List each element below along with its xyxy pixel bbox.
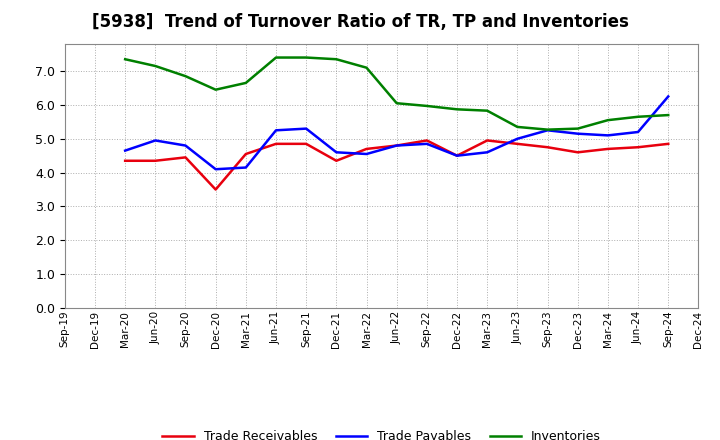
Trade Payables	[241, 165, 250, 170]
Inventories	[151, 63, 160, 69]
Trade Receivables	[212, 187, 220, 192]
Trade Receivables	[362, 146, 371, 151]
Trade Receivables	[181, 155, 190, 160]
Trade Receivables	[271, 141, 280, 147]
Inventories	[543, 127, 552, 132]
Trade Receivables	[121, 158, 130, 163]
Trade Payables	[151, 138, 160, 143]
Inventories	[513, 124, 522, 129]
Trade Receivables	[543, 145, 552, 150]
Inventories	[181, 73, 190, 79]
Inventories	[332, 57, 341, 62]
Inventories	[302, 55, 310, 60]
Inventories	[271, 55, 280, 60]
Trade Receivables	[483, 138, 492, 143]
Inventories	[423, 103, 431, 109]
Text: [5938]  Trend of Turnover Ratio of TR, TP and Inventories: [5938] Trend of Turnover Ratio of TR, TP…	[91, 13, 629, 31]
Trade Payables	[392, 143, 401, 148]
Trade Receivables	[634, 145, 642, 150]
Trade Payables	[181, 143, 190, 148]
Trade Payables	[513, 136, 522, 141]
Line: Trade Receivables: Trade Receivables	[125, 140, 668, 190]
Inventories	[392, 101, 401, 106]
Trade Payables	[573, 131, 582, 136]
Trade Payables	[121, 148, 130, 153]
Trade Receivables	[332, 158, 341, 163]
Inventories	[664, 113, 672, 118]
Trade Payables	[483, 150, 492, 155]
Trade Payables	[453, 153, 462, 158]
Inventories	[634, 114, 642, 119]
Trade Receivables	[423, 138, 431, 143]
Trade Payables	[634, 129, 642, 135]
Inventories	[121, 57, 130, 62]
Inventories	[573, 126, 582, 131]
Inventories	[241, 80, 250, 85]
Trade Payables	[332, 150, 341, 155]
Trade Receivables	[392, 143, 401, 148]
Trade Payables	[302, 126, 310, 131]
Trade Receivables	[453, 153, 462, 158]
Line: Trade Payables: Trade Payables	[125, 96, 668, 169]
Trade Receivables	[603, 146, 612, 151]
Trade Receivables	[513, 141, 522, 147]
Trade Payables	[271, 128, 280, 133]
Trade Receivables	[573, 150, 582, 155]
Inventories	[603, 117, 612, 123]
Trade Payables	[664, 94, 672, 99]
Inventories	[362, 65, 371, 70]
Inventories	[483, 108, 492, 114]
Inventories	[212, 87, 220, 92]
Trade Payables	[362, 151, 371, 157]
Trade Payables	[212, 167, 220, 172]
Trade Payables	[603, 133, 612, 138]
Trade Receivables	[664, 141, 672, 147]
Trade Receivables	[302, 141, 310, 147]
Trade Payables	[423, 141, 431, 147]
Trade Receivables	[151, 158, 160, 163]
Line: Inventories: Inventories	[125, 58, 668, 130]
Trade Payables	[543, 128, 552, 133]
Inventories	[453, 106, 462, 112]
Legend: Trade Receivables, Trade Payables, Inventories: Trade Receivables, Trade Payables, Inven…	[157, 425, 606, 440]
Trade Receivables	[241, 151, 250, 157]
